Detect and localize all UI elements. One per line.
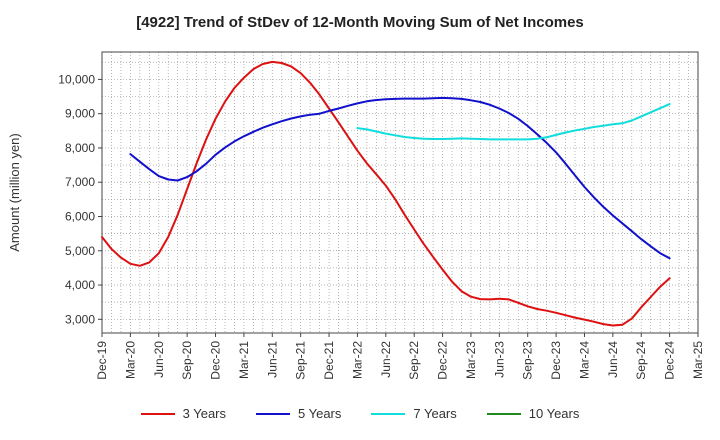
legend-swatch-10-years	[486, 412, 521, 415]
x-tick-label: Dec-23	[549, 341, 563, 380]
x-tick-label: Dec-21	[322, 341, 336, 380]
x-tick-label: Jun-20	[152, 341, 166, 378]
y-tick-label: 4,000	[65, 278, 95, 292]
plot-frame	[101, 51, 699, 334]
x-tick-label: Dec-22	[436, 341, 450, 380]
series-line-3-years	[101, 60, 671, 327]
legend-item-10-years: 10 Years	[486, 406, 580, 421]
x-tick-label: Sep-21	[294, 341, 308, 380]
y-tick-label: 3,000	[65, 312, 95, 326]
y-tick-label: 7,000	[65, 175, 95, 189]
y-tick-label: 8,000	[65, 141, 95, 155]
x-tick-label: Mar-20	[123, 341, 137, 379]
legend-item-7-years: 7 Years	[371, 406, 457, 421]
y-tick-label: 10,000	[58, 72, 95, 86]
y-tick-label: 6,000	[65, 209, 95, 223]
legend: 3 Years 5 Years 7 Years 10 Years	[0, 406, 720, 421]
y-axis-label: Amount (million yen)	[7, 133, 22, 252]
y-tick-label: 9,000	[65, 107, 95, 121]
legend-label-5-years: 5 Years	[298, 406, 342, 421]
x-tick-label: Mar-22	[350, 341, 364, 379]
chart-title: [4922] Trend of StDev of 12-Month Moving…	[136, 14, 584, 31]
x-tick-label: Sep-23	[521, 341, 535, 380]
x-tick-label: Jun-22	[379, 341, 393, 378]
x-tick-label: Mar-24	[577, 341, 591, 379]
plot-area	[102, 52, 698, 333]
legend-label-10-years: 10 Years	[528, 406, 580, 421]
series-line-5-years	[129, 96, 671, 260]
legend-swatch-5-years	[256, 412, 290, 415]
x-tick-label: Jun-23	[492, 341, 506, 378]
x-tick-label: Jun-24	[606, 341, 620, 378]
x-tick-label: Mar-23	[464, 341, 478, 379]
x-tick-label: Dec-19	[95, 341, 109, 380]
legend-label-3-years: 3 Years	[182, 406, 226, 421]
legend-item-5-years: 5 Years	[256, 406, 341, 421]
legend-swatch-3-years	[140, 412, 175, 415]
x-tick-label: Dec-20	[209, 341, 223, 380]
x-tick-label: Sep-22	[407, 341, 421, 380]
x-tick-label: Mar-21	[237, 341, 251, 379]
legend-label-7-years: 7 Years	[413, 406, 457, 421]
x-tick-label: Mar-25	[691, 341, 705, 379]
series-line-7-years	[356, 103, 671, 141]
y-tick-label: 5,000	[65, 244, 95, 258]
x-tick-label: Sep-20	[180, 341, 194, 380]
x-tick-label: Jun-21	[265, 341, 279, 378]
legend-item-3-years: 3 Years	[140, 406, 226, 421]
x-tick-label: Dec-24	[663, 341, 677, 380]
legend-swatch-7-years	[371, 412, 406, 415]
x-tick-label: Sep-24	[634, 341, 648, 380]
